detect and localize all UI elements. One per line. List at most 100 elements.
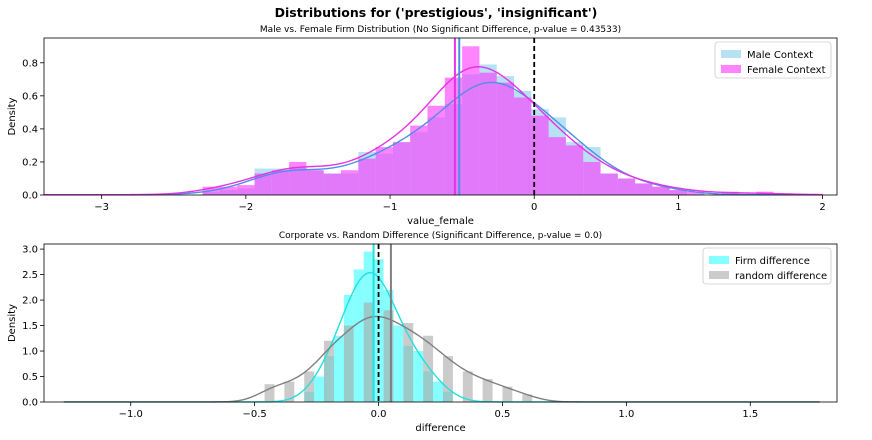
hist-bar	[442, 356, 453, 402]
hist-bar	[383, 310, 394, 402]
hist-bar	[444, 77, 463, 195]
y-tick-label: 0.5	[22, 372, 38, 383]
panel-title: Corporate vs. Random Difference (Signifi…	[279, 231, 602, 241]
hist-bar	[413, 351, 424, 402]
panel-title: Male vs. Female Firm Distribution (No Si…	[260, 25, 621, 35]
hist-bar	[333, 335, 344, 402]
hist-bar	[600, 173, 618, 195]
hist-bar	[548, 137, 566, 195]
hist-bar	[462, 46, 480, 196]
hist-bar	[219, 186, 238, 195]
legend-label: Male Context	[747, 50, 813, 61]
y-tick-label: 0.0	[22, 191, 38, 202]
hist-bar	[687, 191, 705, 195]
kde-curve	[44, 81, 823, 196]
y-tick-label: 2.5	[22, 270, 38, 281]
hist-bar	[583, 161, 601, 195]
x-tick-label: −2	[238, 202, 253, 213]
x-tick-label: 2	[819, 202, 825, 213]
hist-bar	[306, 170, 324, 195]
x-tick-label: 1.5	[742, 409, 758, 420]
legend-swatch	[709, 271, 729, 279]
hist-bar	[427, 105, 445, 195]
x-tick-label: 1.0	[618, 409, 634, 420]
hist-bar	[423, 335, 434, 402]
hist-bar	[363, 302, 374, 402]
y-tick-label: 1.0	[22, 347, 38, 358]
chart-panel-2: Corporate vs. Random Difference (Signifi…	[7, 231, 838, 434]
y-axis-label: Density	[7, 304, 18, 342]
y-tick-label: 1.5	[22, 321, 38, 332]
hist-bar	[433, 381, 443, 402]
hist-bar	[462, 371, 473, 402]
y-tick-label: 0.8	[22, 58, 38, 69]
x-tick-label: 0.0	[371, 409, 387, 420]
hist-bar	[324, 340, 334, 402]
x-tick-label: −1.0	[119, 409, 143, 420]
hist-bar	[522, 394, 533, 402]
x-tick-label: 0.5	[495, 409, 511, 420]
y-tick-label: 2.0	[22, 296, 38, 307]
legend-box	[702, 247, 832, 285]
legend-label: random difference	[735, 271, 827, 282]
hist-bar	[393, 325, 404, 402]
hist-bar	[254, 173, 272, 195]
hist-bar	[304, 371, 315, 402]
hist-bar	[531, 115, 549, 195]
hist-bar	[669, 190, 688, 195]
hist-bar	[358, 158, 376, 195]
hist-bar	[565, 145, 584, 195]
hist-bar	[721, 191, 739, 195]
legend: Firm difference random difference	[702, 247, 832, 285]
x-tick-label: −3	[94, 202, 109, 213]
x-axis-label: difference	[415, 423, 465, 434]
axes-frame	[43, 37, 838, 196]
hist-bar	[341, 170, 359, 195]
legend-box	[714, 41, 832, 79]
hist-bar	[635, 183, 653, 195]
legend-swatch	[709, 256, 729, 264]
x-tick-label: −0.5	[242, 409, 266, 420]
legend-label: Firm difference	[735, 256, 810, 267]
hist-bar	[373, 259, 384, 402]
hist-bar	[514, 97, 532, 195]
hist-bar	[410, 125, 428, 195]
legend-swatch	[721, 50, 741, 58]
hist-bar	[271, 170, 290, 195]
hist-bar	[343, 325, 354, 402]
x-tick-label: 1	[675, 202, 681, 213]
hist-bar	[353, 269, 364, 402]
hist-bar	[403, 323, 414, 402]
y-tick-label: 0.0	[22, 398, 38, 409]
hist-bar	[482, 379, 493, 402]
hist-bar	[237, 185, 255, 195]
x-tick-label: −1	[383, 202, 398, 213]
legend: Male Context Female Context	[714, 41, 832, 79]
y-tick-label: 3.0	[22, 245, 38, 256]
legend-label: Female Context	[747, 65, 826, 76]
legend-swatch	[721, 65, 741, 73]
hist-bar	[502, 386, 513, 402]
series-random-difference	[264, 302, 533, 402]
kde-curve	[63, 271, 820, 403]
hist-bar	[479, 72, 497, 195]
hist-bar	[496, 82, 515, 195]
hist-bar	[375, 147, 393, 195]
hist-bar	[652, 186, 670, 195]
y-tick-label: 0.2	[22, 157, 38, 168]
hist-bar	[264, 384, 275, 402]
y-axis-label: Density	[7, 97, 18, 135]
y-tick-label: 0.6	[22, 91, 38, 102]
hist-bar	[617, 178, 636, 195]
axes-frame	[43, 243, 838, 403]
figure-title: Distributions for ('prestigious', 'insig…	[275, 5, 598, 20]
hist-bar	[314, 376, 325, 402]
y-tick-label: 0.4	[22, 124, 38, 135]
chart-panel-1: Male vs. Female Firm Distribution (No Si…	[7, 25, 838, 227]
x-tick-label: 0	[531, 202, 537, 213]
x-axis-label: value_female	[407, 216, 474, 227]
hist-bar	[392, 142, 411, 195]
hist-bar	[284, 381, 295, 402]
kde-curve	[44, 66, 823, 196]
